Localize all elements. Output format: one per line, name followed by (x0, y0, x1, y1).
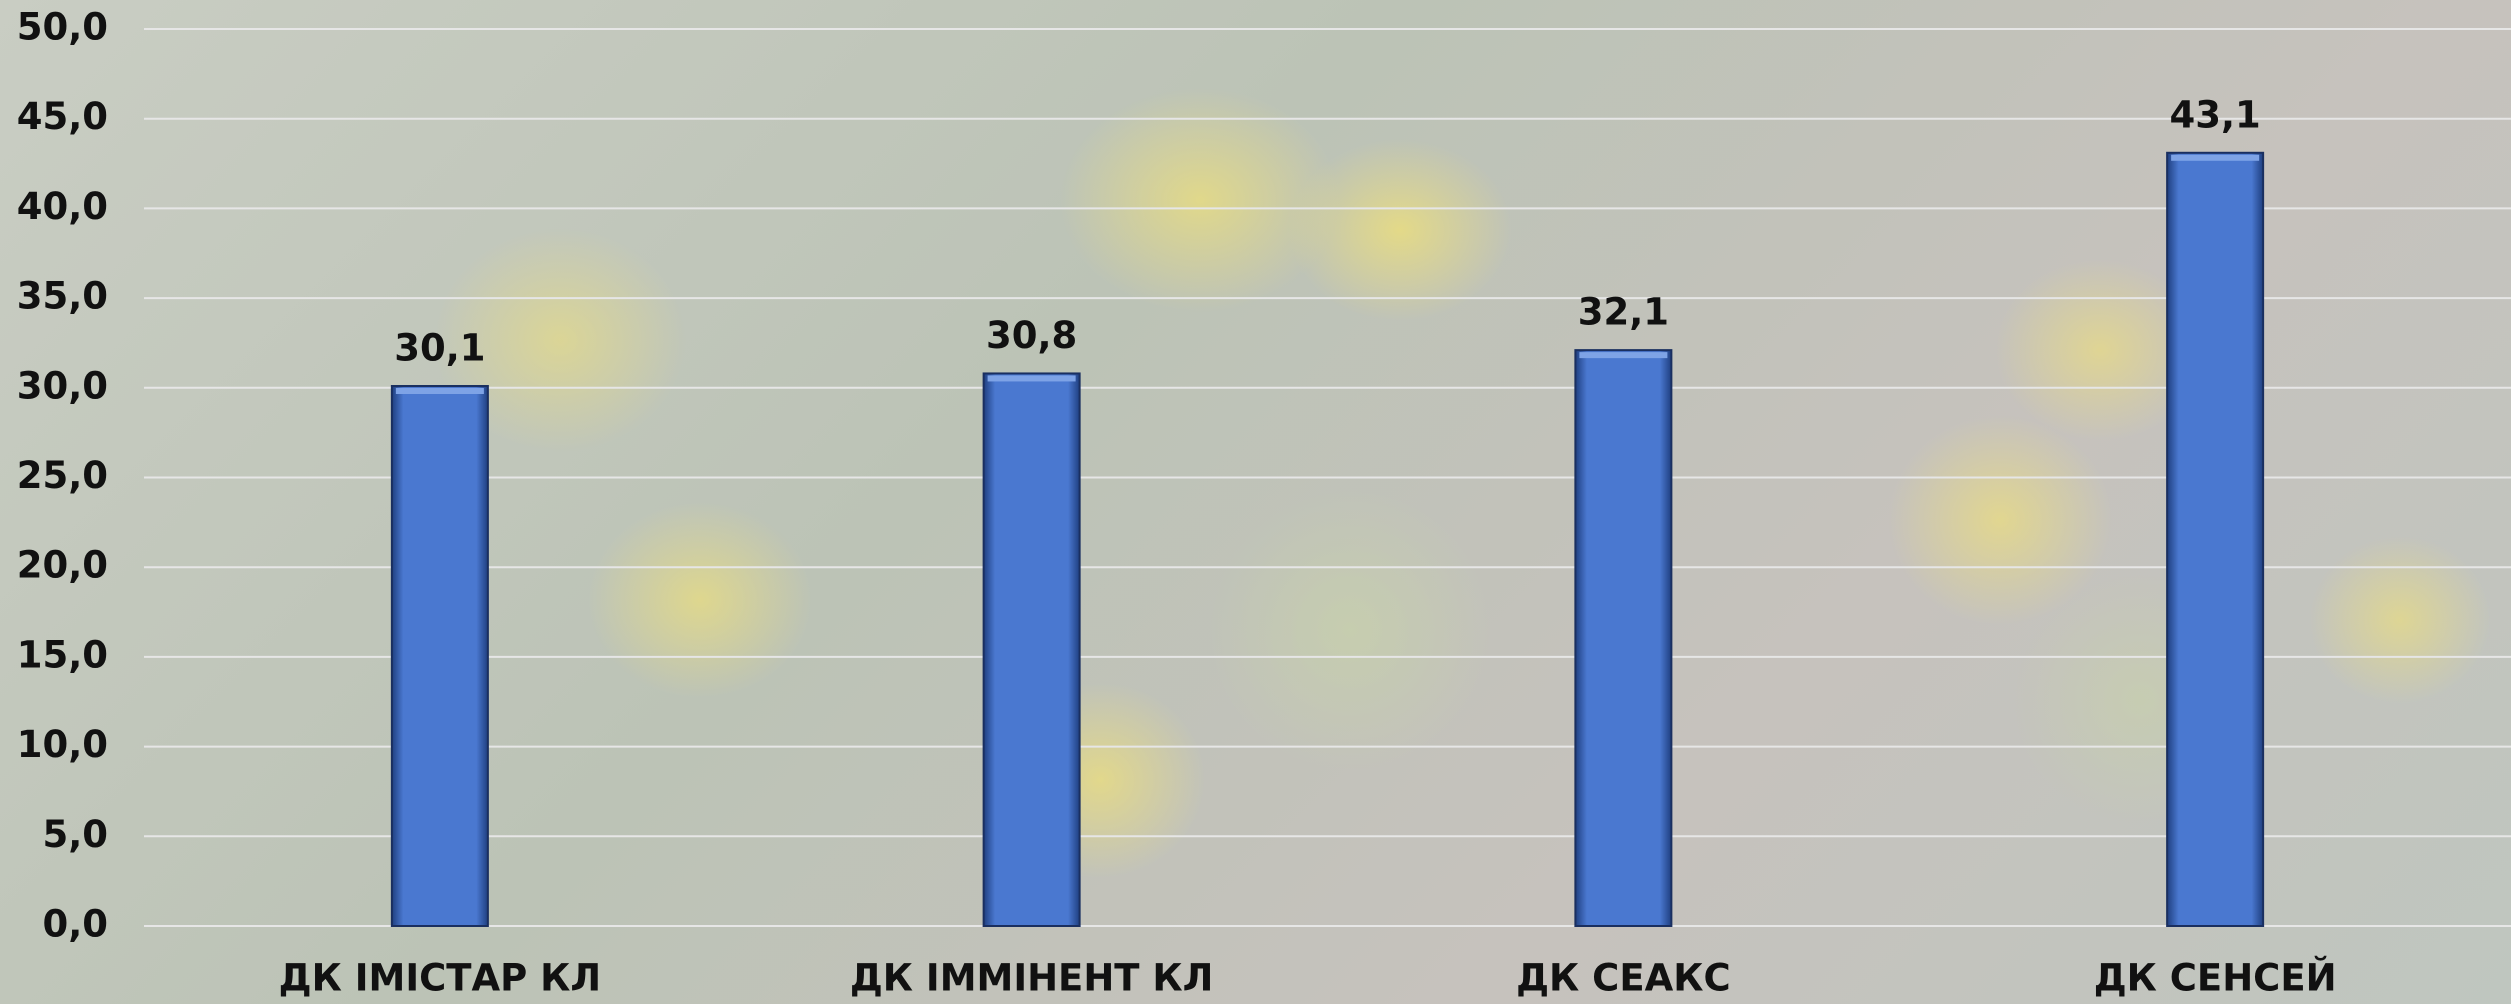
bar (2166, 151, 2265, 927)
value-label: 43,1 (2169, 93, 2260, 136)
y-tick-label: 40,0 (17, 185, 108, 228)
bar-cap (1579, 352, 1668, 359)
y-tick-label: 10,0 (17, 723, 108, 766)
value-label: 32,1 (1578, 291, 1669, 334)
value-label: 30,1 (394, 327, 485, 370)
y-tick-label: 0,0 (42, 903, 108, 946)
x-tick-label: ДК ІМІСТАР КЛ (279, 957, 601, 1000)
x-tick-label: ДК СЕНСЕЙ (2094, 956, 2337, 1000)
bar-cap (2171, 154, 2260, 161)
bar-cap (395, 388, 484, 395)
x-tick-label: ДК СЕАКС (1516, 957, 1731, 1000)
bar-cap (987, 375, 1076, 382)
bar (390, 385, 489, 928)
y-tick-label: 50,0 (17, 6, 108, 49)
value-label: 30,8 (986, 314, 1077, 357)
bar (982, 372, 1081, 927)
y-tick-label: 20,0 (17, 544, 108, 587)
y-tick-label: 35,0 (17, 275, 108, 318)
y-tick-label: 15,0 (17, 633, 108, 676)
y-tick-label: 30,0 (17, 364, 108, 407)
y-tick-label: 45,0 (17, 95, 108, 138)
x-tick-label: ДК ІММІНЕНТ КЛ (850, 957, 1214, 1000)
y-tick-label: 25,0 (17, 454, 108, 497)
y-tick-label: 5,0 (42, 813, 108, 856)
bar (1574, 349, 1673, 928)
